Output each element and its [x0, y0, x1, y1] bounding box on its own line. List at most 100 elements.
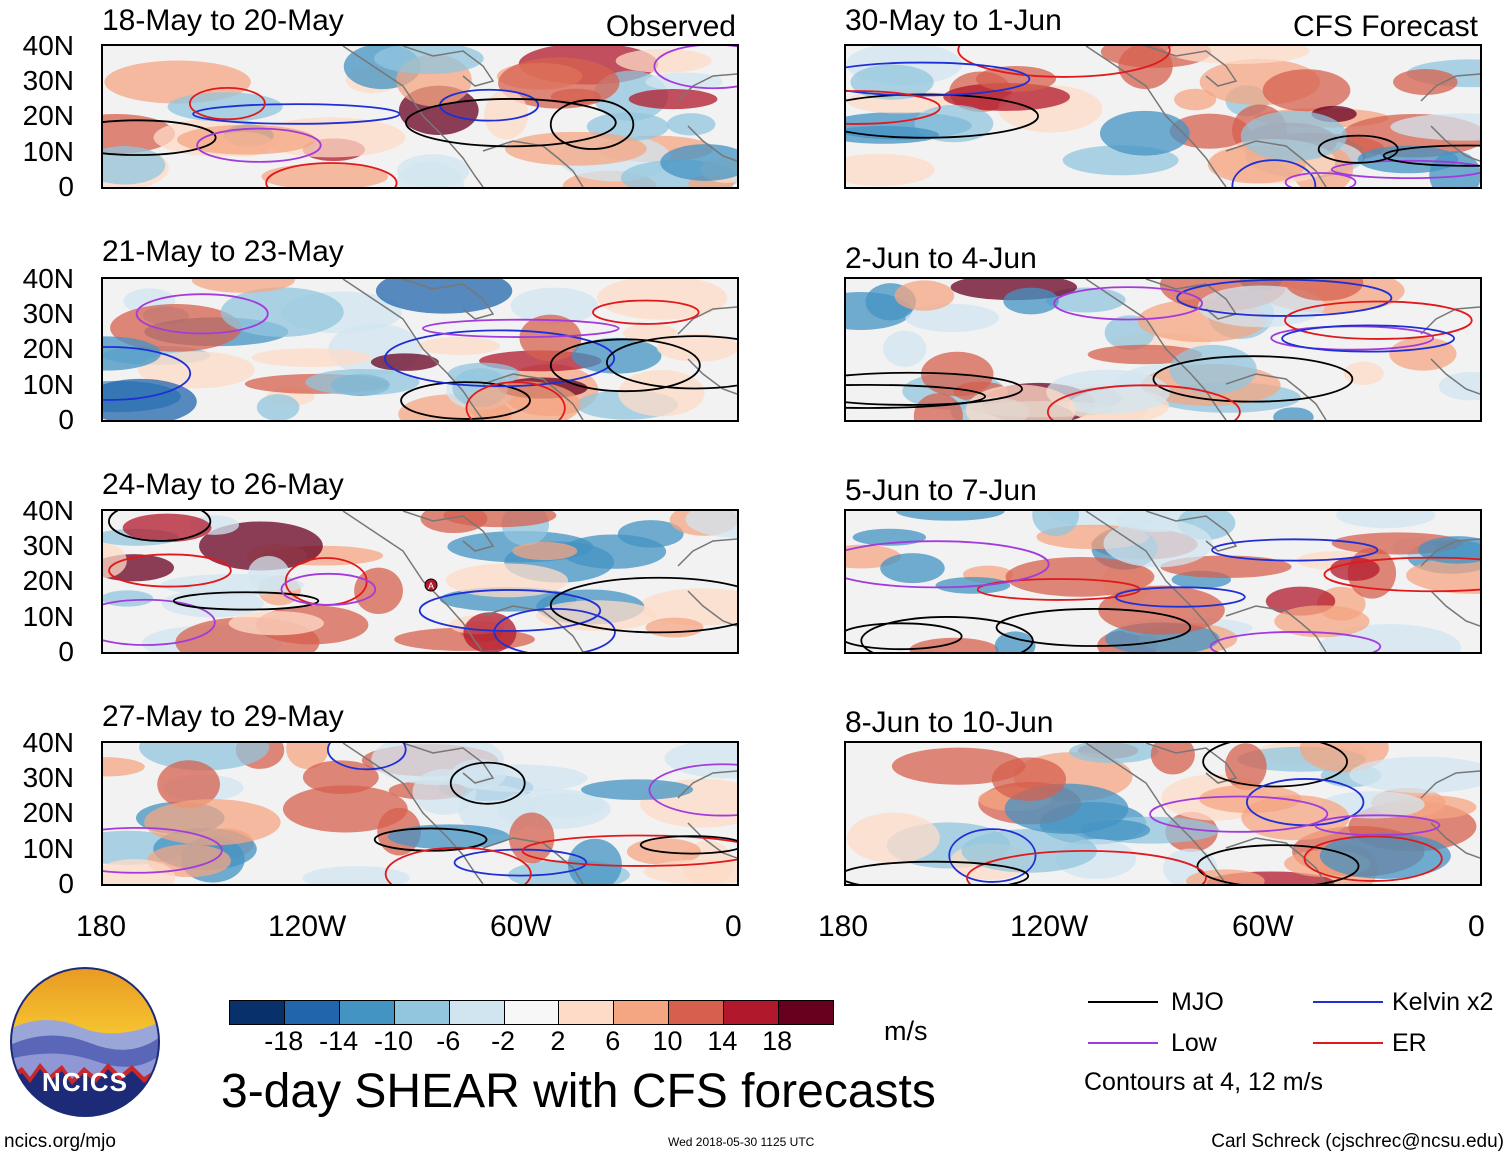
logo-text: NCICS — [42, 1067, 128, 1097]
panel-title-obs-1: 18-May to 20-May — [102, 4, 344, 37]
positive-shear-area — [103, 859, 176, 884]
negative-shear-area — [896, 511, 1005, 521]
positive-shear-area — [228, 611, 324, 636]
negative-shear-area — [396, 154, 470, 187]
positive-shear-area — [418, 336, 501, 356]
positive-shear-area — [286, 743, 329, 770]
colorbar-tick-label: 10 — [652, 1026, 683, 1056]
y-tick: 30N — [22, 65, 74, 96]
coastline — [1085, 511, 1227, 652]
y-tick: 30N — [22, 298, 74, 329]
contour-line — [196, 127, 322, 163]
positive-shear-area — [1098, 585, 1225, 635]
negative-shear-area — [447, 362, 520, 386]
coastline — [342, 511, 484, 652]
positive-shear-area — [370, 353, 439, 371]
positive-shear-area — [1199, 784, 1302, 814]
footer-url: ncics.org/mjo — [4, 1131, 116, 1152]
y-tick: 10N — [22, 601, 74, 632]
negative-shear-area — [846, 126, 939, 144]
colorbar-swatch — [394, 1001, 450, 1024]
contour-line — [1303, 835, 1443, 882]
negative-shear-area — [374, 46, 484, 75]
colorbar-swatch — [669, 1001, 725, 1024]
contour-line — [108, 553, 232, 588]
colorbar-tick-label: -18 — [264, 1026, 304, 1056]
y-tick: 40N — [22, 495, 74, 526]
contour-line — [846, 61, 1031, 97]
negative-shear-area — [685, 511, 737, 538]
colorbar-swatch — [614, 1001, 670, 1024]
colorbar-swatch — [284, 1001, 340, 1024]
negative-shear-area — [1068, 743, 1159, 764]
coastline — [677, 770, 737, 859]
negative-shear-area — [1032, 511, 1079, 537]
coastline — [1085, 46, 1227, 187]
negative-shear-area — [1240, 110, 1347, 161]
cfs-forecast-label: CFS Forecast — [1292, 10, 1478, 43]
contour-line — [592, 299, 700, 325]
x-tick: 180 — [76, 910, 127, 943]
x-tick: 60W — [1232, 910, 1294, 943]
contour-line — [1149, 795, 1329, 833]
contour-line — [1284, 300, 1473, 340]
positive-shear-area — [354, 567, 403, 614]
colorbar-tick-label: -10 — [373, 1026, 413, 1056]
positive-shear-area — [1389, 337, 1457, 371]
contour-line — [1284, 172, 1357, 187]
positive-shear-area — [638, 588, 737, 626]
contour-line — [966, 850, 1207, 884]
positive-shear-area — [1393, 69, 1458, 95]
y-tick: 0 — [58, 636, 74, 667]
coastline — [402, 279, 495, 320]
negative-shear-area — [660, 144, 737, 181]
contour-line — [846, 90, 941, 125]
map-panel-fcst-1 — [844, 44, 1482, 189]
negative-shear-area — [375, 279, 513, 314]
negative-shear-area — [139, 743, 270, 771]
contour-line — [1211, 538, 1379, 562]
negative-shear-area — [103, 336, 161, 371]
legend-label-er: ER — [1392, 1029, 1427, 1057]
map-panel-obs-3: A — [101, 509, 739, 654]
contour-line — [1114, 586, 1246, 608]
positive-shear-area — [282, 785, 408, 833]
positive-shear-area — [1274, 605, 1370, 638]
contour-line — [493, 607, 616, 652]
positive-shear-area — [484, 90, 529, 140]
contour-line — [860, 616, 1034, 652]
ncics-logo-icon — [10, 967, 160, 1117]
coastline — [342, 279, 484, 420]
positive-shear-area — [943, 82, 1071, 111]
y-tick: 40N — [22, 727, 74, 758]
contour-line — [418, 589, 602, 632]
panel-title-fcst-3: 5-Jun to 7-Jun — [845, 474, 1037, 507]
coastline — [402, 511, 495, 552]
positive-shear-area — [479, 350, 602, 372]
contour-line — [422, 318, 620, 338]
positive-shear-area — [1224, 743, 1267, 791]
legend-line-low — [1088, 1042, 1158, 1044]
map-panel-fcst-3 — [844, 509, 1482, 654]
contour-line — [1176, 279, 1393, 317]
colorbar-swatch — [779, 1001, 833, 1024]
positive-shear-area — [1285, 279, 1364, 301]
y-tick: 10N — [22, 369, 74, 400]
contour-line — [1152, 355, 1354, 403]
contour-line — [653, 46, 737, 90]
colorbar-swatch — [230, 1001, 285, 1024]
positive-shear-area — [199, 521, 323, 571]
map-panel-fcst-4 — [844, 741, 1482, 886]
coastline — [1225, 605, 1327, 652]
colorbar-units: m/s — [884, 1016, 928, 1046]
negative-shear-area — [1100, 110, 1190, 156]
coastline — [1225, 837, 1327, 884]
contour-line — [103, 119, 217, 156]
positive-shear-area — [846, 153, 935, 187]
panel-title-fcst-2: 2-Jun to 4-Jun — [845, 242, 1037, 275]
contour-line — [1053, 286, 1204, 321]
negative-shear-area — [1273, 407, 1314, 420]
positive-shear-area — [991, 757, 1067, 801]
y-tick: 0 — [58, 171, 74, 202]
negative-shear-area — [567, 838, 622, 884]
